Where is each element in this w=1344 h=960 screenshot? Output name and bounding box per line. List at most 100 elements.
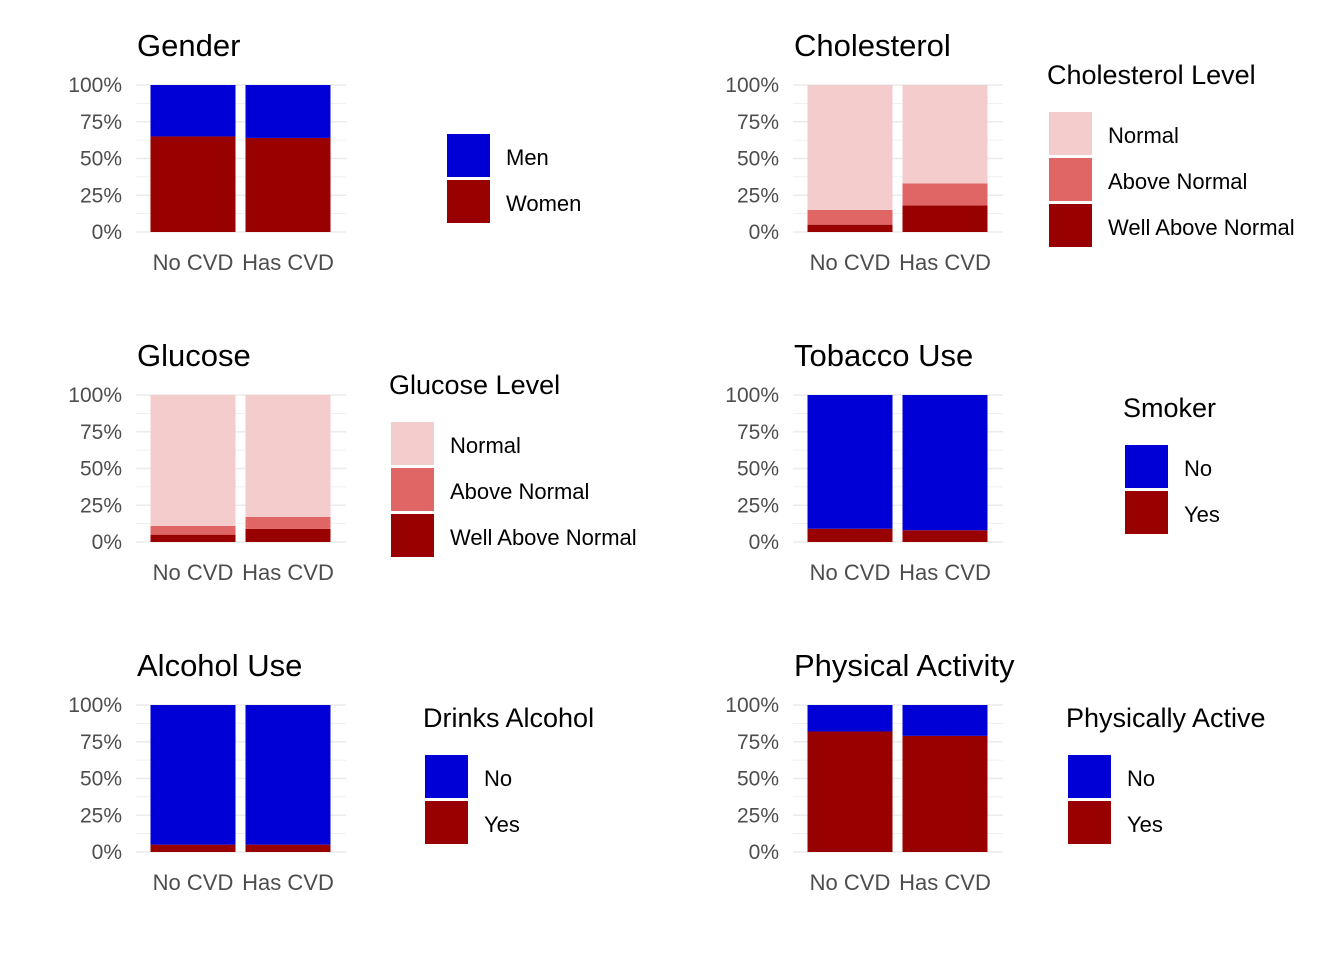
chart-panel-1: Cholesterol 0% 25% 50% 75% 100% No CVD Has CVD C… (725, 28, 1294, 275)
legend-title: Drinks Alcohol (423, 703, 594, 733)
bar-yes (150, 844, 236, 852)
x-tick-label: Has CVD (899, 870, 991, 895)
legend-label: Men (506, 145, 549, 170)
chart-panel-2: Glucose 0% 25% 50% 75% 100% No CVD Has CVD Gluco… (68, 338, 636, 585)
legend-swatch (425, 801, 468, 844)
chart-title: Physical Activity (794, 648, 1015, 683)
legend-label: Normal (450, 433, 521, 458)
chart-panel-4: Alcohol Use 0% 25% 50% 75% 100% No CVD Has CVD D… (68, 648, 594, 895)
y-tick-label: 0% (749, 531, 779, 554)
y-tick-label: 50% (80, 148, 122, 171)
x-tick-label: Has CVD (242, 870, 334, 895)
y-tick-label: 75% (737, 731, 779, 754)
x-tick-label: No CVD (153, 870, 234, 895)
chart-title: Alcohol Use (137, 648, 302, 683)
y-tick-label: 100% (68, 694, 122, 717)
legend-label: Above Normal (1108, 169, 1247, 194)
bar-yes (807, 528, 893, 542)
y-tick-label: 100% (68, 74, 122, 97)
legend-label: Yes (1127, 812, 1163, 837)
bar-well-above-normal (245, 528, 331, 542)
y-tick-label: 50% (80, 768, 122, 791)
legend-label: Yes (484, 812, 520, 837)
legend-label: Normal (1108, 123, 1179, 148)
x-tick-label: No CVD (810, 870, 891, 895)
legend-label: No (484, 766, 512, 791)
bar-above-normal (245, 517, 331, 529)
bar-no (902, 395, 988, 531)
y-tick-label: 0% (749, 841, 779, 864)
legend-label: No (1184, 456, 1212, 481)
legend-label: Well Above Normal (1108, 215, 1295, 240)
legend-title: Cholesterol Level (1047, 60, 1256, 90)
legend-swatch (1049, 204, 1092, 247)
legend-swatch (447, 180, 490, 223)
legend-swatch (1125, 445, 1168, 488)
legend-swatch (391, 422, 434, 465)
y-tick-label: 75% (737, 111, 779, 134)
bar-no (902, 705, 988, 736)
y-tick-label: 75% (737, 421, 779, 444)
y-tick-label: 25% (80, 184, 122, 207)
bar-no (245, 705, 331, 845)
bar-men (245, 85, 331, 138)
legend-swatch (1049, 112, 1092, 155)
x-tick-label: Has CVD (242, 560, 334, 585)
y-tick-label: 0% (92, 841, 122, 864)
bar-well-above-normal (902, 205, 988, 232)
y-tick-label: 25% (80, 804, 122, 827)
x-tick-label: Has CVD (899, 250, 991, 275)
bar-yes (902, 530, 988, 542)
legend-swatch (391, 514, 434, 557)
bar-normal (807, 85, 893, 210)
y-tick-label: 100% (68, 384, 122, 407)
x-tick-label: Has CVD (242, 250, 334, 275)
legend-label: Well Above Normal (450, 525, 637, 550)
legend-title: Glucose Level (389, 370, 560, 400)
chart-panel-3: Tobacco Use 0% 25% 50% 75% 100% No CVD Has CVD S… (725, 338, 1220, 585)
legend-swatch (1049, 158, 1092, 201)
y-tick-label: 75% (80, 731, 122, 754)
bar-normal (150, 395, 236, 526)
chart-panel-5: Physical Activity 0% 25% 50% 75% 100% No CVD Ha… (725, 648, 1265, 895)
legend-label: Yes (1184, 502, 1220, 527)
legend-swatch (1068, 801, 1111, 844)
chart-title: Glucose (137, 338, 251, 373)
bar-women (245, 137, 331, 232)
bar-yes (245, 844, 331, 852)
chart-title: Gender (137, 28, 240, 63)
legend-swatch (1068, 755, 1111, 798)
legend-swatch (1125, 491, 1168, 534)
x-tick-label: No CVD (153, 250, 234, 275)
x-tick-label: Has CVD (899, 560, 991, 585)
bar-well-above-normal (150, 534, 236, 542)
y-tick-label: 0% (92, 531, 122, 554)
y-tick-label: 100% (725, 384, 779, 407)
x-tick-label: No CVD (810, 560, 891, 585)
y-tick-label: 50% (80, 458, 122, 481)
y-tick-label: 25% (737, 494, 779, 517)
y-tick-label: 0% (749, 221, 779, 244)
y-tick-label: 100% (725, 694, 779, 717)
bar-yes (807, 731, 893, 852)
x-tick-label: No CVD (810, 250, 891, 275)
y-tick-label: 25% (80, 494, 122, 517)
y-tick-label: 25% (737, 184, 779, 207)
bar-no (807, 395, 893, 529)
legend-title: Smoker (1123, 393, 1216, 423)
y-tick-label: 25% (737, 804, 779, 827)
bar-above-normal (150, 525, 236, 535)
bar-normal (245, 395, 331, 518)
legend-swatch (447, 134, 490, 177)
y-tick-label: 50% (737, 458, 779, 481)
y-tick-label: 75% (80, 421, 122, 444)
y-tick-label: 100% (725, 74, 779, 97)
legend-label: No (1127, 766, 1155, 791)
y-tick-label: 0% (92, 221, 122, 244)
bar-normal (902, 85, 988, 184)
legend-label: Women (506, 191, 581, 216)
y-tick-label: 75% (80, 111, 122, 134)
y-tick-label: 50% (737, 768, 779, 791)
legend-title: Physically Active (1066, 703, 1266, 733)
